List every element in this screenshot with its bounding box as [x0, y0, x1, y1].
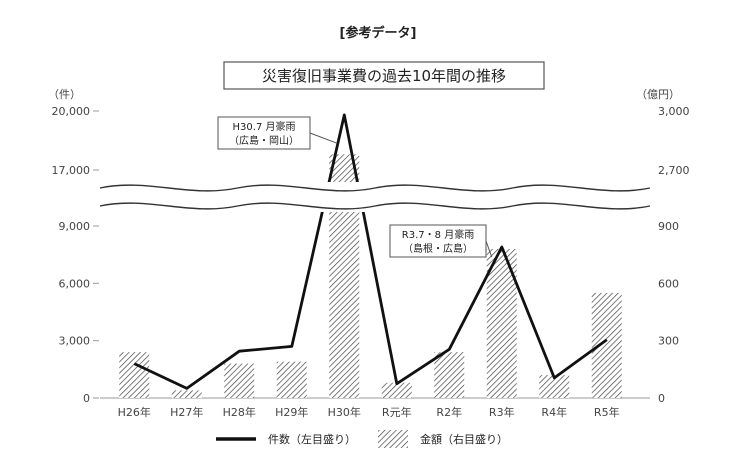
annotation-line2: （島根・広島）	[403, 242, 473, 255]
annotation-box	[389, 224, 487, 258]
legend-line-label: 件数（左目盛り）	[268, 432, 356, 446]
bar-H27年	[171, 390, 202, 398]
annotation-box	[217, 116, 311, 150]
bar-R4年	[539, 375, 570, 398]
x-tick-label: R2年	[436, 405, 462, 419]
legend-bar-label: 金額（右目盛り）	[420, 432, 508, 446]
left-tick-label: 0	[83, 392, 90, 405]
left-tick-label: 17,000	[52, 164, 91, 177]
chart-title: 災害復旧事業費の過去10年間の推移	[262, 67, 506, 85]
x-tick-label: H28年	[223, 405, 256, 419]
x-tick-label: H27年	[170, 405, 203, 419]
x-tick-label: H30年	[328, 405, 361, 419]
break-wave-bottom	[99, 202, 651, 210]
line-path	[133, 113, 608, 390]
left-tick-label: 20,000	[52, 105, 91, 118]
break-fill	[100, 182, 650, 212]
x-tick-label: R5年	[594, 405, 620, 419]
bar-H29年	[276, 361, 307, 398]
x-tick-label: H29年	[275, 405, 308, 419]
legend: 件数（左目盛り） 金額（右目盛り）	[216, 430, 508, 448]
axis-break-band	[99, 182, 651, 212]
right-axis-unit: （億円）	[636, 88, 680, 101]
annotation-line2: （広島・岡山）	[229, 134, 299, 147]
legend-bar-swatch	[378, 430, 408, 448]
right-tick-label: 3,000	[658, 105, 690, 118]
bar-R元年	[381, 382, 412, 398]
bar-H28年	[224, 363, 255, 398]
annotation-line1: R3.7・8 月豪雨	[402, 228, 474, 241]
right-axis-ticks: 0 300 600 900 2,700 3,000	[658, 105, 690, 405]
bar-R2年	[434, 352, 465, 398]
break-wave-top	[99, 184, 651, 192]
x-tick-label: R4年	[541, 405, 567, 419]
left-tick-label: 9,000	[59, 220, 91, 233]
left-axis-unit: （件）	[48, 88, 81, 101]
right-tick-label: 2,700	[658, 164, 690, 177]
x-axis-labels: H26年 H27年 H28年 H29年 H30年 R元年 R2年 R3年 R4年 R5年	[118, 405, 620, 419]
annotation-line1: H30.7 月豪雨	[233, 120, 296, 133]
left-tick-label: 6,000	[59, 277, 91, 290]
annotation-leader	[485, 240, 493, 258]
page-header: [参考データ]	[340, 25, 417, 41]
bar-H26年	[119, 352, 150, 398]
right-tick-label: 0	[658, 392, 665, 405]
bar-R5年	[591, 292, 622, 398]
left-tick-label: 3,000	[59, 335, 91, 348]
x-tick-label: H26年	[118, 405, 151, 419]
x-tick-label: R3年	[489, 405, 515, 419]
x-tick-label: R元年	[382, 405, 412, 419]
left-axis-ticks: 0 3,000 6,000 9,000 17,000 20,000	[52, 105, 99, 405]
chart-title-box	[223, 61, 545, 90]
annotations: H30.7 月豪雨（広島・岡山） R3.7・8 月豪雨（島根・広島）	[217, 116, 493, 258]
right-tick-label: 300	[658, 335, 679, 348]
right-tick-label: 600	[658, 277, 679, 290]
annotation-leader	[309, 132, 337, 144]
line-series	[133, 113, 608, 390]
right-tick-label: 900	[658, 220, 679, 233]
